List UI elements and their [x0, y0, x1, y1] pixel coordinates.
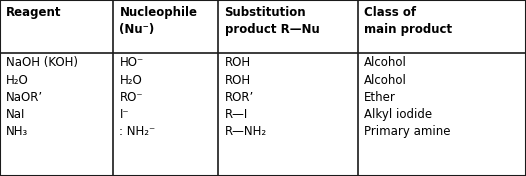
Text: Reagent: Reagent — [6, 6, 62, 19]
Text: ROH
ROH
ROR’
R—I
R—NH₂: ROH ROH ROR’ R—I R—NH₂ — [225, 56, 267, 138]
Text: Nucleophile
(Nu⁻): Nucleophile (Nu⁻) — [119, 6, 197, 36]
Text: Alcohol
Alcohol
Ether
Alkyl iodide
Primary amine: Alcohol Alcohol Ether Alkyl iodide Prima… — [364, 56, 450, 138]
Text: Substitution
product R—Nu: Substitution product R—Nu — [225, 6, 319, 36]
Text: Class of
main product: Class of main product — [364, 6, 452, 36]
Text: NaOH (KOH)
H₂O
NaOR’
NaI
NH₃: NaOH (KOH) H₂O NaOR’ NaI NH₃ — [6, 56, 78, 138]
Text: HO⁻
H₂O
RO⁻
I⁻
: NH₂⁻: HO⁻ H₂O RO⁻ I⁻ : NH₂⁻ — [119, 56, 156, 138]
